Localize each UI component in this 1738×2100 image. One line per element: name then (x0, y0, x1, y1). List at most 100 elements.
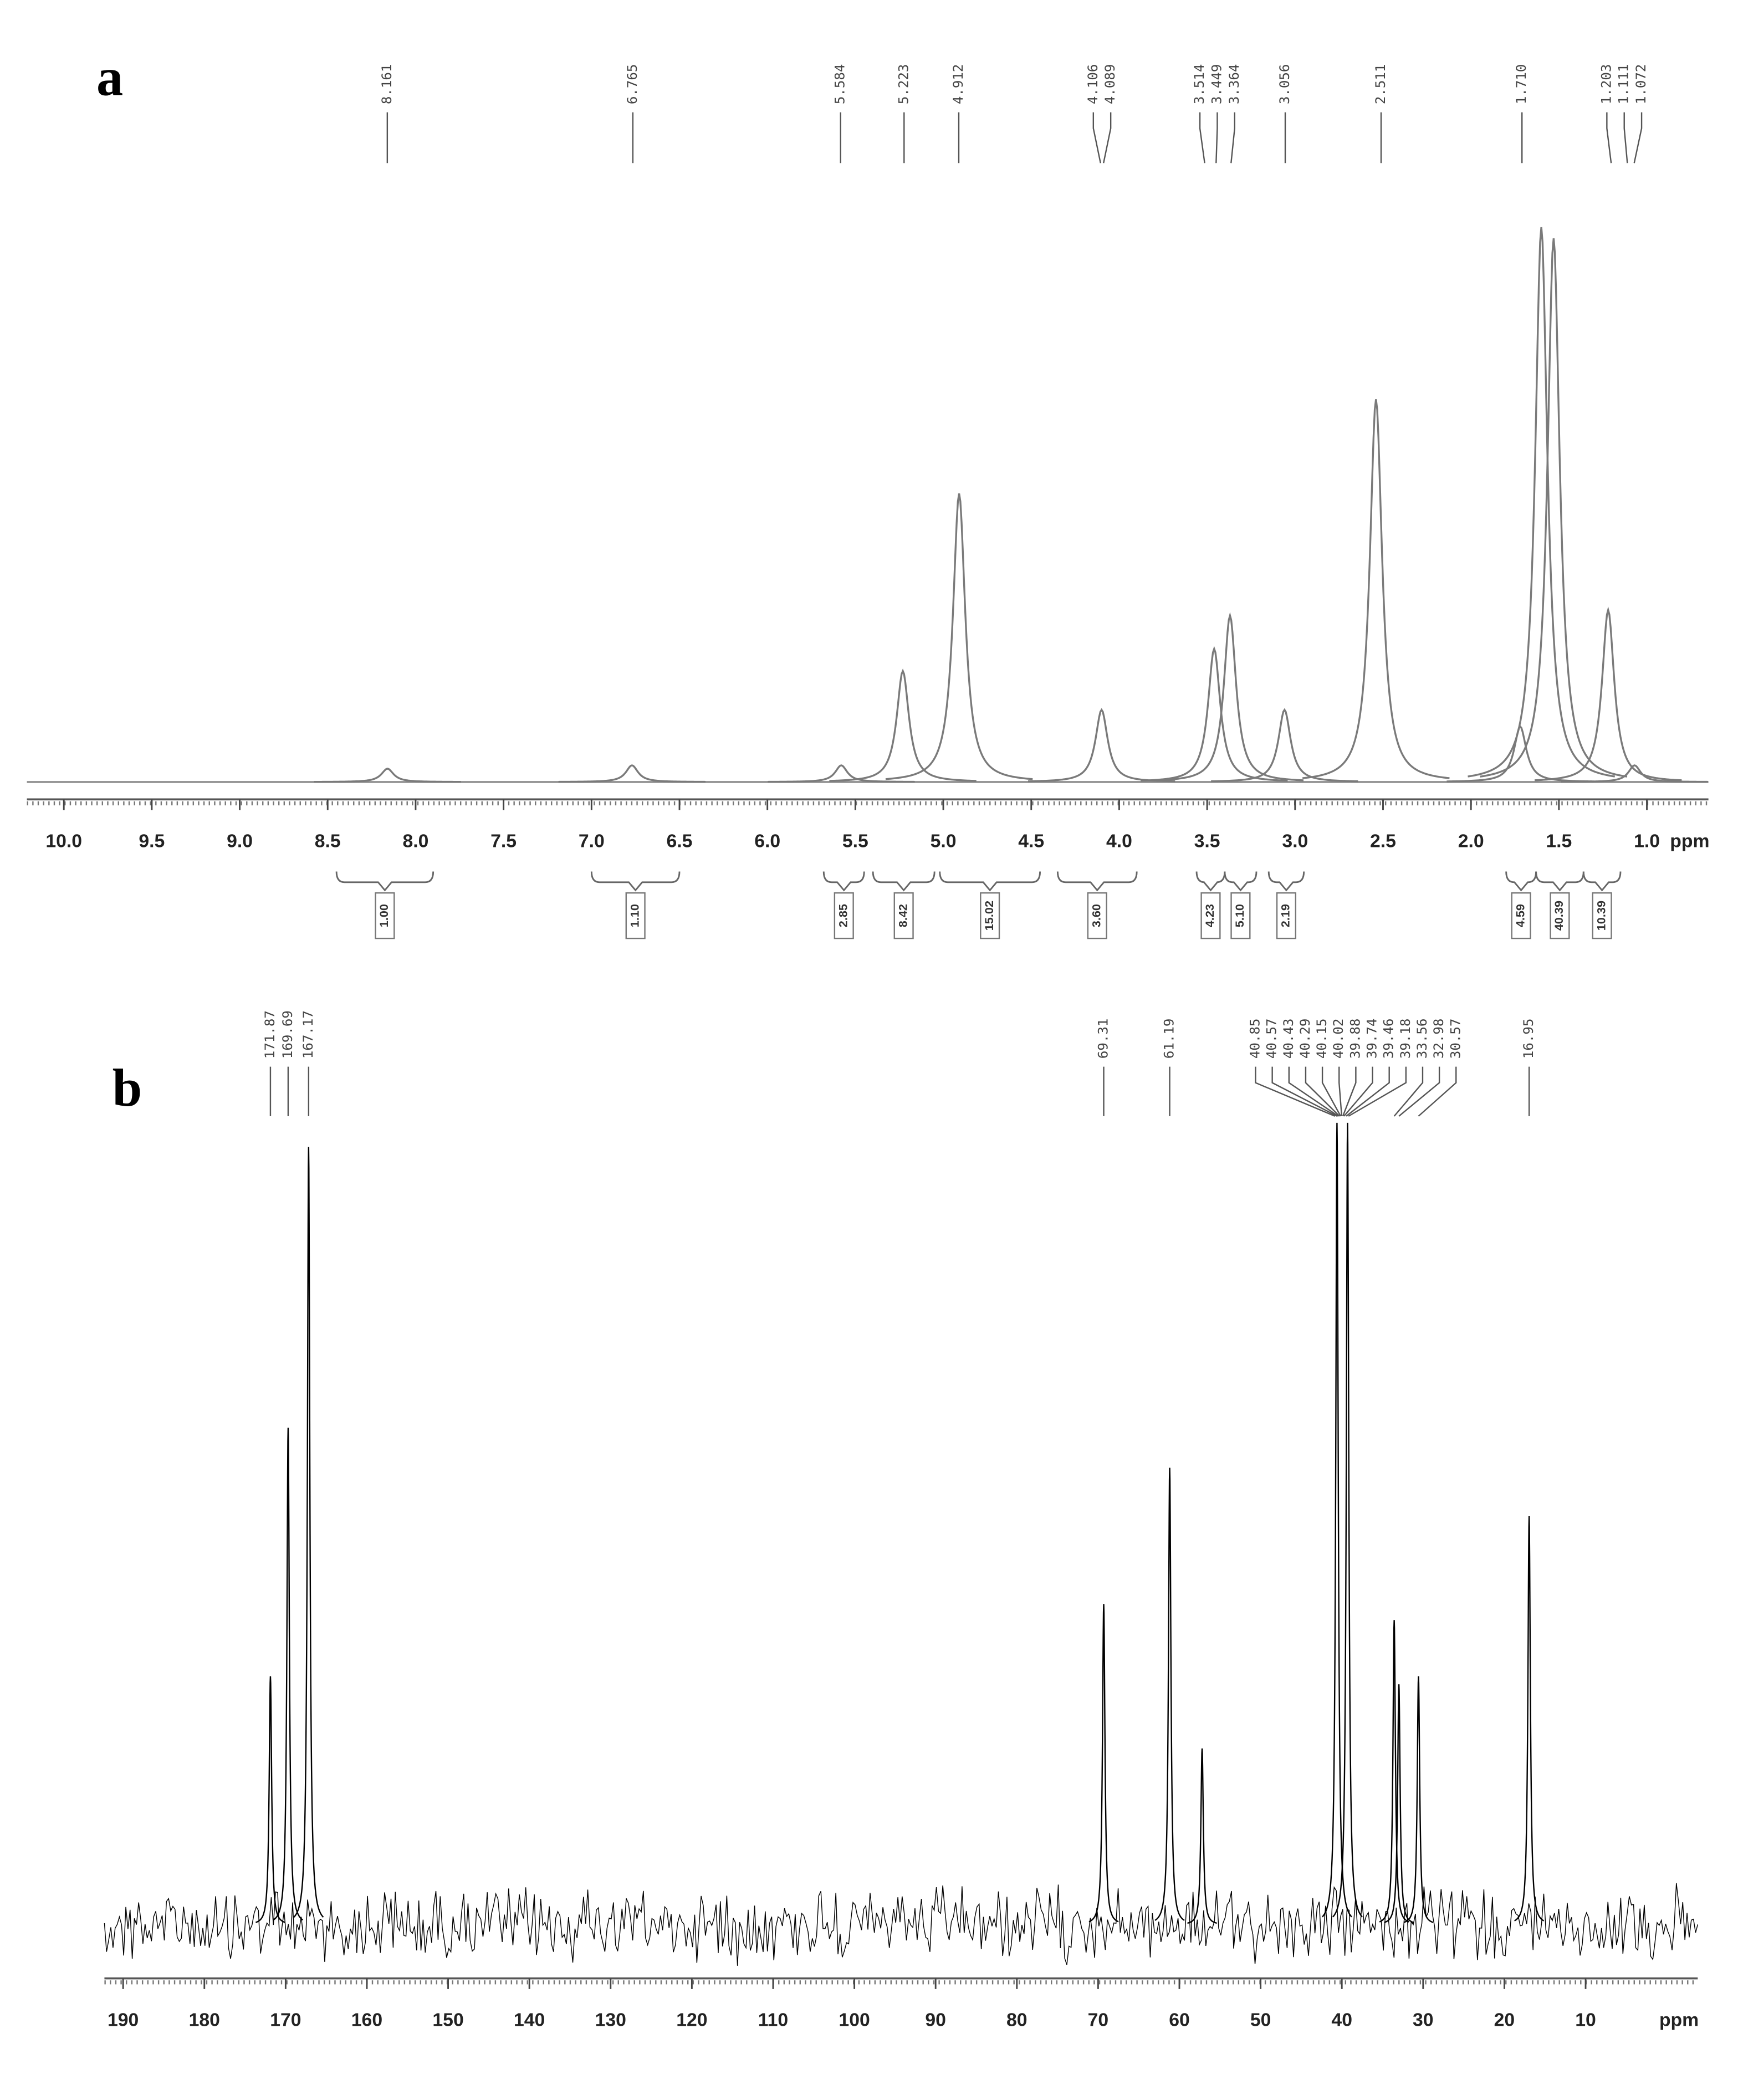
x-tick-label: 170 (270, 2010, 301, 2031)
x-tick-label: 1.0 (1634, 830, 1660, 851)
integral-bracket (335, 871, 434, 892)
x-tick-label: 50 (1250, 2010, 1271, 2031)
integral-box (1087, 892, 1107, 939)
integral-label: 4.23 (1203, 904, 1216, 927)
peak-label: 39.88 (1347, 1019, 1363, 1059)
integral-bracket (1267, 871, 1305, 892)
peak (1156, 612, 1304, 781)
x-tick-label: 4.5 (1018, 830, 1044, 851)
x-tick-label: 10 (1575, 2010, 1596, 2031)
x-tick-label: 150 (432, 2010, 463, 2031)
peak-label: 3.056 (1277, 64, 1292, 105)
integral-label: 2.19 (1279, 904, 1292, 927)
integral-label: 15.02 (982, 901, 996, 931)
x-tick-label: 1.5 (1546, 830, 1572, 851)
x-tick-label: 180 (189, 2010, 220, 2031)
peak-label: 4.106 (1085, 64, 1101, 105)
peak-label: 40.85 (1247, 1019, 1262, 1059)
peak-label: 39.46 (1381, 1019, 1397, 1059)
x-axis-label: ppm (1659, 2010, 1699, 2031)
x-tick-label: 2.5 (1370, 830, 1396, 851)
peak (1211, 708, 1358, 783)
peak-leader (1348, 1066, 1407, 1117)
peak-label: 3.449 (1209, 64, 1224, 105)
panel-label: b (113, 1058, 142, 1117)
peak-label: 32.98 (1431, 1019, 1446, 1059)
peak (1561, 764, 1709, 783)
integral-bracket (1195, 871, 1226, 892)
x-tick-label: 2.0 (1458, 830, 1484, 851)
peak-label: 40.43 (1281, 1019, 1296, 1059)
x-tick-label: 160 (351, 2010, 382, 2031)
peak-label: 1.111 (1616, 64, 1632, 105)
panel-label: a (96, 48, 123, 107)
integral-label: 10.39 (1594, 901, 1608, 931)
peak-label: 40.29 (1297, 1019, 1313, 1059)
peak (558, 764, 706, 783)
peak-leader (1623, 112, 1628, 163)
peak-label: 3.364 (1226, 64, 1242, 105)
integral-box (834, 892, 854, 939)
x-tick-label: 40 (1331, 2010, 1352, 2031)
integral-box (893, 892, 914, 939)
peak-label: 8.161 (379, 64, 395, 105)
integral-label: 8.42 (896, 904, 909, 927)
peak (1302, 399, 1450, 779)
peak-leader (1199, 112, 1205, 163)
peak-label: 40.02 (1331, 1019, 1346, 1059)
x-tick-label: 7.0 (579, 830, 605, 851)
x-tick-label: 3.0 (1282, 830, 1308, 851)
peak-leader (1092, 112, 1101, 163)
peak-label: 69.31 (1096, 1019, 1111, 1059)
integral-box (1511, 892, 1531, 939)
integral-box (625, 892, 646, 939)
x-tick-label: 3.5 (1194, 830, 1220, 851)
peak (1379, 1620, 1409, 1923)
peak-leader (1398, 1066, 1440, 1117)
peak-label: 2.511 (1373, 64, 1388, 105)
integral-box (1550, 892, 1570, 939)
integral-box (1592, 892, 1612, 939)
peak-label: 167.17 (300, 1010, 316, 1059)
x-tick-label: 7.5 (490, 830, 517, 851)
integral-bracket (822, 871, 865, 892)
integral-bracket (1224, 871, 1258, 892)
peak (1322, 1122, 1352, 1918)
peak-label: 40.57 (1264, 1019, 1280, 1059)
peak-leader (1215, 112, 1218, 163)
integral-bracket (939, 871, 1041, 892)
x-tick-label: 30 (1413, 2010, 1434, 2031)
x-tick-label: 190 (108, 2010, 139, 2031)
integral-box (1200, 892, 1221, 939)
x-tick-label: 100 (839, 2010, 870, 2031)
peak-label: 6.765 (625, 64, 640, 105)
integral-bracket (590, 871, 681, 892)
integral-box (375, 892, 395, 939)
peak (1088, 1604, 1119, 1923)
integral-bracket (872, 871, 936, 892)
peak (1403, 1676, 1434, 1923)
integral-label: 3.60 (1089, 904, 1103, 927)
peak (1187, 1748, 1217, 1924)
noise-baseline (104, 1883, 1699, 1966)
peak-label: 4.089 (1102, 64, 1118, 105)
integral-bracket (1582, 871, 1622, 892)
integral-label: 40.39 (1552, 901, 1566, 931)
peak-leader (1633, 112, 1643, 163)
integral-label: 5.10 (1233, 904, 1246, 927)
peak (885, 493, 1033, 780)
x-tick-label: 140 (514, 2010, 545, 2031)
x-tick-label: 6.5 (667, 830, 693, 851)
x-tick-label: 8.5 (315, 830, 341, 851)
integral-bracket (1535, 871, 1584, 892)
peak-leader (1418, 1066, 1457, 1117)
peak-label: 16.95 (1521, 1019, 1536, 1059)
peak (314, 768, 461, 783)
peak (1534, 606, 1682, 781)
peak-label: 33.56 (1414, 1019, 1430, 1059)
peak-label: 3.514 (1192, 64, 1207, 105)
peak-label: 40.15 (1314, 1019, 1330, 1059)
integral-bracket (1056, 871, 1138, 892)
peak (829, 668, 977, 782)
